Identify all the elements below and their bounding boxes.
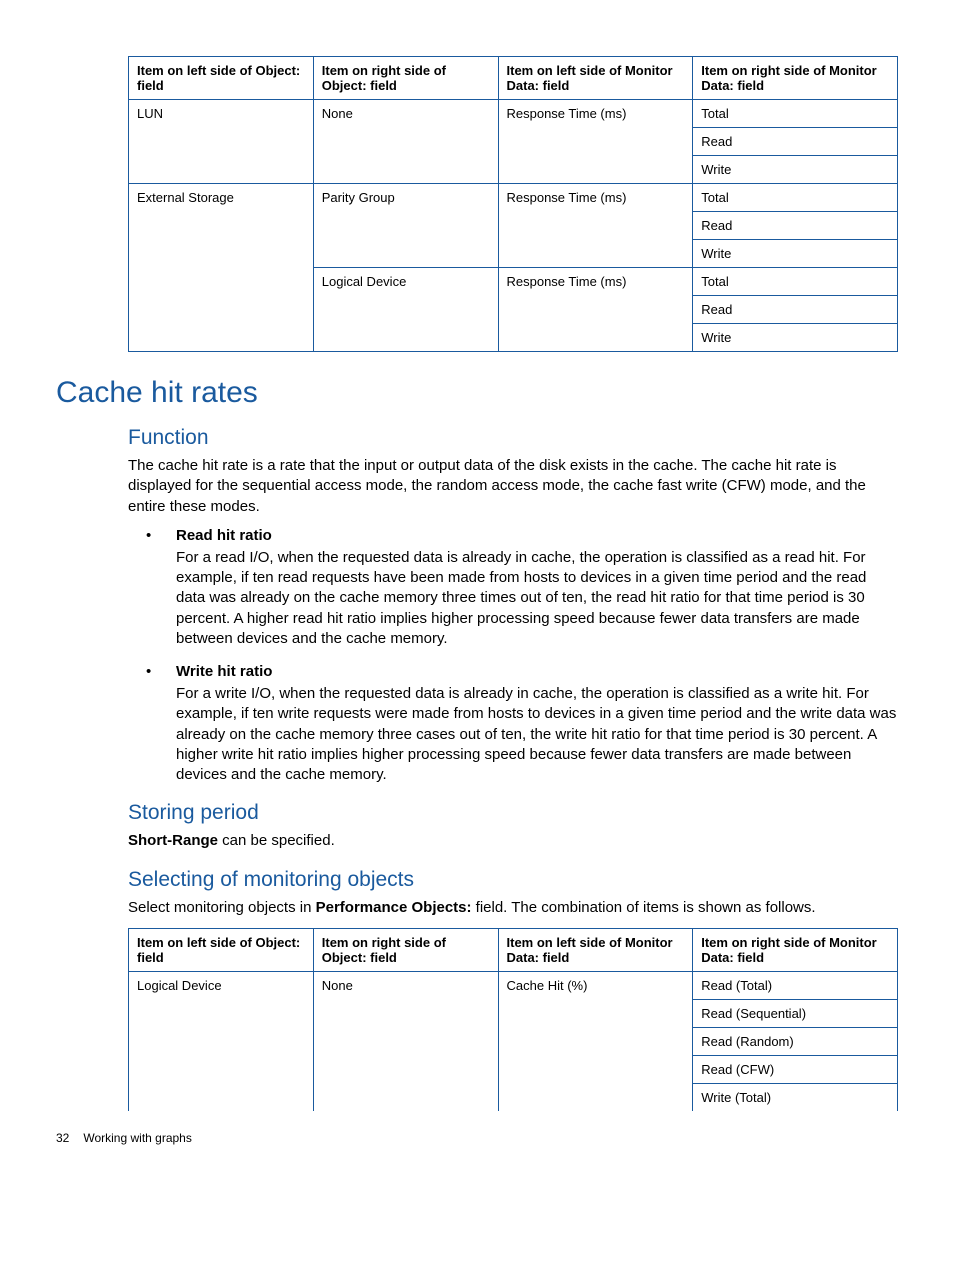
hit-ratio-list: Read hit ratio For a read I/O, when the … bbox=[128, 527, 898, 786]
monitor-object-table-2: Item on left side of Object: field Item … bbox=[128, 928, 898, 1111]
col-header: Item on left side of Monitor Data: field bbox=[498, 928, 693, 971]
cell-monitor-right: Read (CFW) bbox=[693, 1055, 898, 1083]
function-paragraph: The cache hit rate is a rate that the in… bbox=[128, 456, 898, 517]
cell-monitor-right: Write bbox=[693, 240, 898, 268]
cell-monitor-right: Total bbox=[693, 100, 898, 128]
bullet-body: For a read I/O, when the requested data … bbox=[176, 548, 898, 649]
monitor-object-table-1: Item on left side of Object: field Item … bbox=[128, 56, 898, 352]
cell-monitor-right: Read bbox=[693, 128, 898, 156]
table-row: Logical Device None Cache Hit (%) Read (… bbox=[129, 971, 898, 999]
col-header: Item on left side of Object: field bbox=[129, 57, 314, 100]
cell-monitor-left: Cache Hit (%) bbox=[498, 971, 693, 1111]
col-header: Item on right side of Monitor Data: fiel… bbox=[693, 57, 898, 100]
col-header: Item on left side of Monitor Data: field bbox=[498, 57, 693, 100]
cell-monitor-right: Total bbox=[693, 184, 898, 212]
storing-period-paragraph: Short-Range can be specified. bbox=[128, 831, 898, 851]
cell-monitor-right: Total bbox=[693, 268, 898, 296]
table-row: External Storage Parity Group Response T… bbox=[129, 184, 898, 212]
col-header: Item on right side of Object: field bbox=[313, 57, 498, 100]
selecting-pre: Select monitoring objects in bbox=[128, 899, 316, 916]
selecting-paragraph: Select monitoring objects in Performance… bbox=[128, 898, 898, 918]
cell-monitor-right: Read (Random) bbox=[693, 1027, 898, 1055]
cell-object-right: None bbox=[313, 971, 498, 1111]
col-header: Item on left side of Object: field bbox=[129, 928, 314, 971]
cell-object-right: Parity Group bbox=[313, 184, 498, 268]
page-footer: 32 Working with graphs bbox=[56, 1131, 898, 1145]
list-item: Read hit ratio For a read I/O, when the … bbox=[128, 527, 898, 649]
cell-object-right: None bbox=[313, 100, 498, 184]
col-header: Item on right side of Monitor Data: fiel… bbox=[693, 928, 898, 971]
footer-section: Working with graphs bbox=[83, 1131, 192, 1145]
table-row: LUN None Response Time (ms) Total bbox=[129, 100, 898, 128]
list-item: Write hit ratio For a write I/O, when th… bbox=[128, 663, 898, 785]
cell-object-left: Logical Device bbox=[129, 971, 314, 1111]
storing-rest: can be specified. bbox=[218, 832, 335, 849]
cell-object-left: External Storage bbox=[129, 184, 314, 352]
table-header-row: Item on left side of Object: field Item … bbox=[129, 928, 898, 971]
cell-monitor-right: Read (Sequential) bbox=[693, 999, 898, 1027]
cell-monitor-left: Response Time (ms) bbox=[498, 268, 693, 352]
short-range-bold: Short-Range bbox=[128, 832, 218, 849]
cell-monitor-right: Read bbox=[693, 296, 898, 324]
cell-monitor-right: Read bbox=[693, 212, 898, 240]
page-number: 32 bbox=[56, 1131, 69, 1145]
cell-object-right: Logical Device bbox=[313, 268, 498, 352]
heading-selecting-objects: Selecting of monitoring objects bbox=[128, 868, 898, 892]
cell-monitor-right: Write bbox=[693, 156, 898, 184]
cell-monitor-left: Response Time (ms) bbox=[498, 184, 693, 268]
heading-storing-period: Storing period bbox=[128, 801, 898, 825]
col-header: Item on right side of Object: field bbox=[313, 928, 498, 971]
cell-monitor-right: Write bbox=[693, 324, 898, 352]
performance-objects-bold: Performance Objects: bbox=[316, 899, 472, 916]
bullet-body: For a write I/O, when the requested data… bbox=[176, 684, 898, 785]
cell-object-left: LUN bbox=[129, 100, 314, 184]
cell-monitor-left: Response Time (ms) bbox=[498, 100, 693, 184]
cell-monitor-right: Read (Total) bbox=[693, 971, 898, 999]
heading-function: Function bbox=[128, 426, 898, 450]
heading-cache-hit-rates: Cache hit rates bbox=[56, 376, 898, 410]
bullet-title: Read hit ratio bbox=[176, 527, 898, 544]
selecting-post: field. The combination of items is shown… bbox=[472, 899, 816, 916]
cell-monitor-right: Write (Total) bbox=[693, 1083, 898, 1111]
bullet-title: Write hit ratio bbox=[176, 663, 898, 680]
table-header-row: Item on left side of Object: field Item … bbox=[129, 57, 898, 100]
